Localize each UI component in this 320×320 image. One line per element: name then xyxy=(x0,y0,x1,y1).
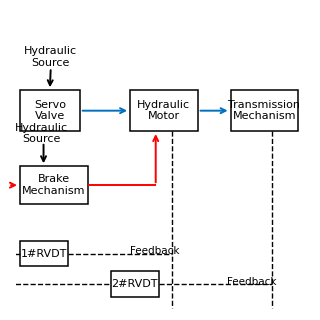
Text: Hydraulic: Hydraulic xyxy=(14,123,68,133)
Bar xyxy=(20,90,80,131)
Text: Feedback: Feedback xyxy=(227,277,276,287)
Bar xyxy=(230,90,298,131)
Text: Hydraulic
Motor: Hydraulic Motor xyxy=(137,100,190,122)
Text: Source: Source xyxy=(32,58,70,68)
Bar xyxy=(20,241,68,267)
Text: Feedback: Feedback xyxy=(130,246,180,256)
Text: Hydraulic: Hydraulic xyxy=(24,46,77,56)
Text: 2#RVDT: 2#RVDT xyxy=(112,279,158,289)
Text: Source: Source xyxy=(22,134,60,144)
Text: Transmission
Mechanism: Transmission Mechanism xyxy=(228,100,300,122)
Bar xyxy=(111,271,159,297)
Text: 1#RVDT: 1#RVDT xyxy=(21,249,67,259)
Text: Brake
Mechanism: Brake Mechanism xyxy=(22,174,85,196)
Text: Servo
Valve: Servo Valve xyxy=(34,100,66,122)
Bar xyxy=(20,166,87,204)
Bar xyxy=(130,90,198,131)
